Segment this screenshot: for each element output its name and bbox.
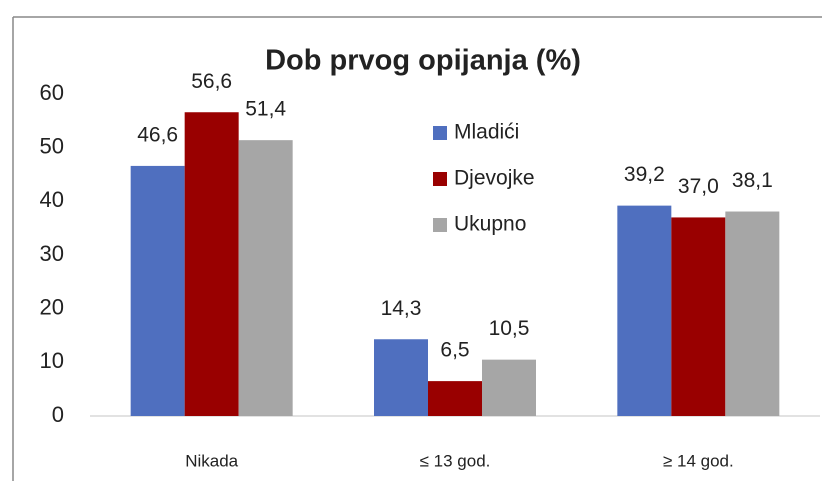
value-label: 56,6 <box>191 70 232 93</box>
chart-title: Dob prvog opijanja (%) <box>265 45 581 77</box>
legend-swatch <box>433 172 447 186</box>
y-tick-label: 40 <box>40 187 64 212</box>
bar <box>617 205 672 416</box>
y-tick-label: 10 <box>40 348 64 373</box>
value-label: 39,2 <box>624 163 665 186</box>
x-tick-label: Nikada <box>185 451 238 470</box>
bar <box>428 381 482 416</box>
legend-label: Djevojke <box>454 167 535 190</box>
y-tick-label: 0 <box>52 402 64 427</box>
bar <box>725 211 780 416</box>
bar <box>184 112 239 416</box>
value-label: 38,1 <box>732 169 773 192</box>
x-tick-label: ≥ 14 god. <box>663 451 734 470</box>
value-label: 14,3 <box>381 297 422 320</box>
y-tick-label: 60 <box>40 80 64 105</box>
bar <box>130 165 185 416</box>
bar <box>482 359 536 416</box>
x-tick-label: ≤ 13 god. <box>420 451 491 470</box>
legend-label: Mladići <box>454 121 519 144</box>
y-tick-label: 30 <box>40 241 64 266</box>
bar <box>238 140 293 417</box>
y-tick-label: 50 <box>40 133 64 158</box>
value-label: 10,5 <box>489 317 530 340</box>
legend-swatch <box>433 218 447 232</box>
bar <box>671 217 726 416</box>
y-tick-label: 20 <box>40 294 64 319</box>
value-label: 6,5 <box>440 339 469 362</box>
value-label: 46,6 <box>137 123 178 146</box>
value-label: 51,4 <box>245 98 286 121</box>
bar <box>374 339 428 416</box>
legend-label: Ukupno <box>454 213 526 236</box>
value-label: 37,0 <box>678 175 719 198</box>
legend-swatch <box>433 126 447 140</box>
